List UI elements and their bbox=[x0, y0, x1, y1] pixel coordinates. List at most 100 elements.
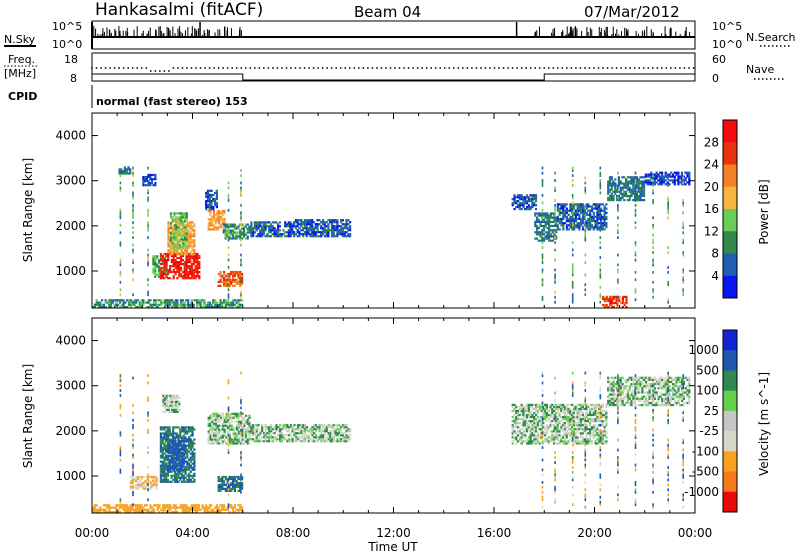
data-cell bbox=[221, 422, 224, 425]
data-cell bbox=[540, 436, 543, 439]
data-cell bbox=[186, 450, 189, 453]
data-cell bbox=[186, 466, 189, 469]
data-cell bbox=[562, 205, 565, 208]
data-cell bbox=[174, 306, 177, 309]
data-cell bbox=[341, 432, 344, 435]
data-cell bbox=[140, 483, 143, 486]
data-cell bbox=[223, 422, 226, 425]
data-cell bbox=[189, 245, 192, 248]
data-cell bbox=[127, 303, 131, 306]
data-cell bbox=[556, 409, 559, 413]
data-cell bbox=[240, 174, 242, 177]
data-cell bbox=[531, 434, 534, 437]
data-cell bbox=[347, 438, 350, 441]
data-cell bbox=[137, 481, 140, 484]
data-cell bbox=[214, 201, 217, 205]
data-cell bbox=[239, 270, 242, 274]
data-cell bbox=[551, 432, 554, 435]
nave-dot bbox=[443, 67, 446, 69]
data-cell bbox=[628, 190, 631, 193]
data-cell bbox=[179, 439, 182, 442]
data-cell bbox=[215, 197, 218, 201]
data-cell bbox=[515, 411, 518, 415]
data-cell bbox=[223, 440, 226, 443]
data-cell bbox=[119, 258, 122, 262]
data-cell bbox=[585, 207, 588, 210]
data-cell bbox=[242, 235, 246, 238]
data-cell bbox=[196, 271, 199, 274]
data-cell bbox=[332, 430, 335, 433]
data-cell bbox=[180, 236, 183, 239]
nave-dot bbox=[398, 67, 401, 69]
data-cell bbox=[221, 424, 224, 427]
data-cell bbox=[179, 261, 183, 264]
data-cell bbox=[264, 223, 267, 226]
data-cell bbox=[172, 301, 175, 304]
colorbar-tick-label: 28 bbox=[704, 135, 719, 149]
data-cell bbox=[169, 463, 172, 466]
data-cell bbox=[216, 228, 219, 231]
nave-dot bbox=[403, 67, 405, 69]
data-cell bbox=[219, 489, 222, 492]
data-cell bbox=[241, 485, 244, 488]
data-cell bbox=[154, 301, 157, 304]
data-cell bbox=[189, 267, 192, 270]
data-cell bbox=[253, 225, 256, 228]
data-cell bbox=[162, 404, 165, 407]
data-cell bbox=[571, 194, 574, 197]
data-cell bbox=[336, 440, 339, 443]
data-cell bbox=[302, 221, 305, 224]
data-cell bbox=[541, 258, 544, 262]
data-cell bbox=[176, 303, 179, 306]
data-cell bbox=[553, 436, 556, 439]
data-cell bbox=[240, 213, 242, 217]
data-cell bbox=[248, 231, 251, 234]
data-cell bbox=[608, 196, 612, 200]
data-cell bbox=[227, 196, 230, 200]
data-cell bbox=[571, 179, 574, 182]
data-cell bbox=[184, 212, 187, 215]
data-cell bbox=[314, 430, 318, 433]
data-cell bbox=[536, 424, 539, 427]
data-cell bbox=[332, 221, 335, 224]
data-cell bbox=[551, 212, 554, 215]
data-cell bbox=[338, 231, 341, 234]
data-cell bbox=[248, 436, 251, 439]
data-cell bbox=[340, 219, 343, 222]
data-cell bbox=[563, 438, 566, 441]
data-cell bbox=[182, 238, 185, 241]
data-cell bbox=[230, 282, 233, 285]
data-cell bbox=[515, 436, 518, 439]
data-cell bbox=[187, 275, 190, 278]
data-cell bbox=[159, 273, 162, 276]
data-cell bbox=[175, 474, 178, 477]
data-cell bbox=[617, 180, 620, 183]
data-cell bbox=[294, 227, 297, 230]
nave-dot bbox=[642, 67, 645, 69]
data-cell bbox=[176, 249, 179, 252]
data-cell bbox=[291, 440, 294, 443]
data-cell bbox=[239, 306, 242, 309]
data-cell bbox=[644, 181, 647, 184]
data-cell bbox=[191, 454, 194, 457]
data-cell bbox=[240, 189, 242, 192]
data-cell bbox=[662, 175, 665, 178]
data-cell bbox=[230, 231, 233, 234]
data-cell bbox=[336, 229, 339, 232]
data-cell bbox=[163, 271, 166, 274]
data-cell bbox=[320, 231, 323, 234]
data-cell bbox=[583, 211, 586, 214]
data-cell bbox=[208, 206, 211, 209]
data-cell bbox=[244, 420, 248, 423]
data-cell bbox=[159, 432, 162, 435]
data-cell bbox=[147, 306, 150, 309]
data-cell bbox=[140, 306, 143, 309]
data-cell bbox=[541, 261, 544, 264]
nave-dot bbox=[253, 67, 256, 69]
data-cell bbox=[183, 273, 186, 276]
data-cell bbox=[569, 428, 572, 431]
data-cell bbox=[154, 263, 157, 266]
nave-dot bbox=[448, 67, 451, 69]
data-cell bbox=[605, 224, 608, 227]
data-cell bbox=[191, 474, 194, 477]
